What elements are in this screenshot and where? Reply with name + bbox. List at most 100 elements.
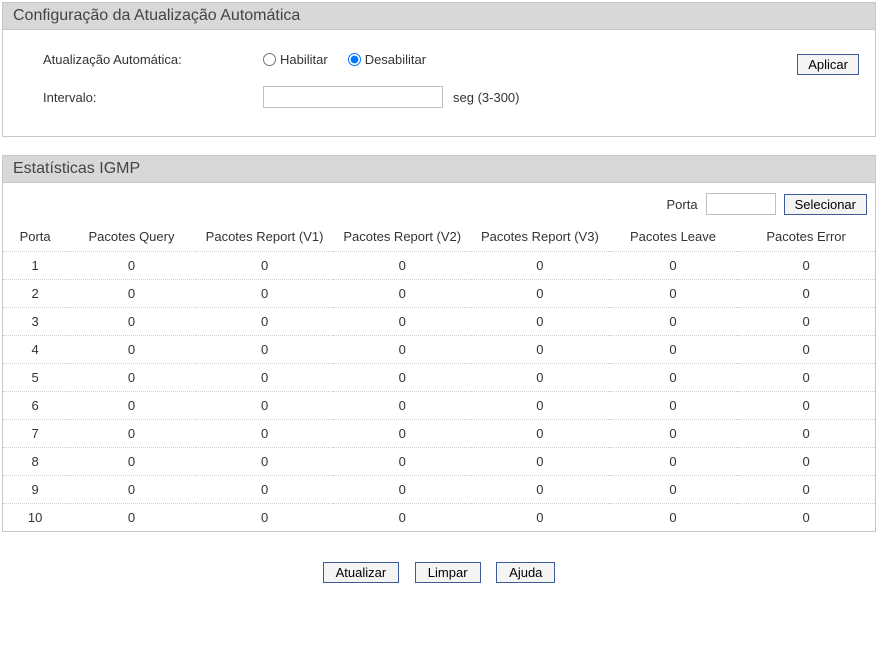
cell-leave: 0 xyxy=(609,392,738,420)
port-filter-input[interactable] xyxy=(706,193,776,215)
cell-porta: 1 xyxy=(3,252,67,280)
disable-radio[interactable] xyxy=(348,53,361,66)
disable-text: Desabilitar xyxy=(365,52,426,67)
cell-porta: 4 xyxy=(3,336,67,364)
table-row: 3000000 xyxy=(3,308,875,336)
cell-leave: 0 xyxy=(609,364,738,392)
help-button[interactable]: Ajuda xyxy=(496,562,555,583)
select-button[interactable]: Selecionar xyxy=(784,194,867,215)
interval-unit: seg (3-300) xyxy=(453,90,519,105)
cell-leave: 0 xyxy=(609,280,738,308)
col-v2: Pacotes Report (V2) xyxy=(333,223,471,252)
cell-query: 0 xyxy=(67,476,196,504)
cell-v1: 0 xyxy=(196,392,334,420)
cell-leave: 0 xyxy=(609,308,738,336)
cell-v3: 0 xyxy=(471,476,609,504)
cell-error: 0 xyxy=(737,504,875,532)
cell-query: 0 xyxy=(67,252,196,280)
cell-leave: 0 xyxy=(609,476,738,504)
auto-update-row: Atualização Automática: Habilitar Desabi… xyxy=(43,44,847,74)
stats-panel-title: Estatísticas IGMP xyxy=(3,156,875,183)
config-panel-title: Configuração da Atualização Automática xyxy=(3,3,875,30)
cell-error: 0 xyxy=(737,476,875,504)
col-porta: Porta xyxy=(3,223,67,252)
cell-v1: 0 xyxy=(196,504,334,532)
cell-leave: 0 xyxy=(609,420,738,448)
cell-error: 0 xyxy=(737,308,875,336)
cell-error: 0 xyxy=(737,448,875,476)
table-header-row: Porta Pacotes Query Pacotes Report (V1) … xyxy=(3,223,875,252)
igmp-stats-table: Porta Pacotes Query Pacotes Report (V1) … xyxy=(3,223,875,531)
cell-query: 0 xyxy=(67,308,196,336)
igmp-stats-panel: Estatísticas IGMP Porta Selecionar Porta… xyxy=(2,155,876,532)
cell-v2: 0 xyxy=(333,476,471,504)
col-error: Pacotes Error xyxy=(737,223,875,252)
cell-leave: 0 xyxy=(609,252,738,280)
refresh-button[interactable]: Atualizar xyxy=(323,562,400,583)
cell-error: 0 xyxy=(737,364,875,392)
cell-v2: 0 xyxy=(333,420,471,448)
cell-v1: 0 xyxy=(196,364,334,392)
table-row: 4000000 xyxy=(3,336,875,364)
cell-v3: 0 xyxy=(471,364,609,392)
cell-v1: 0 xyxy=(196,280,334,308)
cell-v3: 0 xyxy=(471,280,609,308)
cell-v3: 0 xyxy=(471,336,609,364)
cell-v3: 0 xyxy=(471,504,609,532)
cell-v1: 0 xyxy=(196,448,334,476)
table-row: 7000000 xyxy=(3,420,875,448)
cell-v3: 0 xyxy=(471,420,609,448)
cell-query: 0 xyxy=(67,280,196,308)
action-buttons: Atualizar Limpar Ajuda xyxy=(2,550,876,587)
cell-porta: 10 xyxy=(3,504,67,532)
port-filter-row: Porta Selecionar xyxy=(3,183,875,223)
cell-error: 0 xyxy=(737,252,875,280)
table-row: 9000000 xyxy=(3,476,875,504)
cell-query: 0 xyxy=(67,392,196,420)
table-row: 8000000 xyxy=(3,448,875,476)
col-query: Pacotes Query xyxy=(67,223,196,252)
enable-text: Habilitar xyxy=(280,52,328,67)
col-v3: Pacotes Report (V3) xyxy=(471,223,609,252)
cell-leave: 0 xyxy=(609,504,738,532)
enable-radio[interactable] xyxy=(263,53,276,66)
cell-v1: 0 xyxy=(196,308,334,336)
cell-v2: 0 xyxy=(333,308,471,336)
cell-porta: 8 xyxy=(3,448,67,476)
cell-v1: 0 xyxy=(196,420,334,448)
interval-label: Intervalo: xyxy=(43,90,263,105)
cell-v1: 0 xyxy=(196,336,334,364)
cell-error: 0 xyxy=(737,420,875,448)
cell-v2: 0 xyxy=(333,280,471,308)
cell-porta: 3 xyxy=(3,308,67,336)
cell-v3: 0 xyxy=(471,308,609,336)
cell-v3: 0 xyxy=(471,252,609,280)
cell-query: 0 xyxy=(67,420,196,448)
cell-error: 0 xyxy=(737,392,875,420)
cell-query: 0 xyxy=(67,336,196,364)
auto-refresh-config-panel: Configuração da Atualização Automática A… xyxy=(2,2,876,137)
cell-v2: 0 xyxy=(333,336,471,364)
cell-leave: 0 xyxy=(609,336,738,364)
cell-porta: 5 xyxy=(3,364,67,392)
cell-query: 0 xyxy=(67,364,196,392)
disable-radio-label[interactable]: Desabilitar xyxy=(348,52,426,67)
apply-button[interactable]: Aplicar xyxy=(797,54,859,75)
enable-radio-label[interactable]: Habilitar xyxy=(263,52,328,67)
cell-leave: 0 xyxy=(609,448,738,476)
interval-input[interactable] xyxy=(263,86,443,108)
table-row: 1000000 xyxy=(3,252,875,280)
clear-button[interactable]: Limpar xyxy=(415,562,481,583)
port-filter-label: Porta xyxy=(666,197,697,212)
config-panel-body: Atualização Automática: Habilitar Desabi… xyxy=(3,30,875,136)
cell-query: 0 xyxy=(67,448,196,476)
cell-v1: 0 xyxy=(196,476,334,504)
cell-v3: 0 xyxy=(471,392,609,420)
cell-porta: 7 xyxy=(3,420,67,448)
stats-panel-body: Porta Selecionar Porta Pacotes Query Pac… xyxy=(3,183,875,531)
cell-porta: 9 xyxy=(3,476,67,504)
table-row: 6000000 xyxy=(3,392,875,420)
auto-update-label: Atualização Automática: xyxy=(43,52,263,67)
cell-v2: 0 xyxy=(333,392,471,420)
auto-update-radio-group: Habilitar Desabilitar xyxy=(263,52,440,67)
